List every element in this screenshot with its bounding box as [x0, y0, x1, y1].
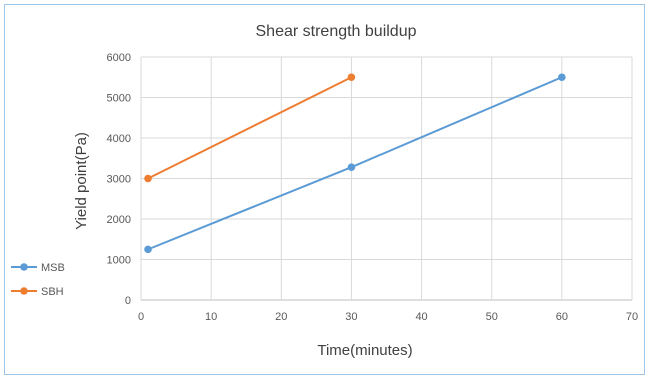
data-point-msb: [144, 245, 152, 254]
line-chart: Shear strength buildup 01000200030004000…: [11, 23, 639, 359]
x-tick-label: 70: [626, 311, 638, 323]
x-axis-title: Time(minutes): [317, 342, 412, 359]
series-line-sbh: [147, 76, 352, 180]
x-tick-label: 40: [415, 311, 427, 323]
x-tick-label: 50: [486, 311, 498, 323]
y-tick-label: 3000: [107, 174, 131, 186]
chart-title: Shear strength buildup: [256, 23, 417, 40]
x-tick-label: 30: [345, 311, 357, 323]
x-tick-label: 60: [556, 311, 568, 323]
data-point-sbh: [347, 73, 356, 82]
tick-labels: 0 1000 2000 3000 4000 5000 6000 0 10 20 30 40 50 60 70: [107, 52, 639, 323]
data-point-sbh: [144, 174, 152, 183]
plot-area: [144, 73, 566, 254]
x-tick-label: 0: [138, 311, 144, 323]
x-tick-label: 20: [275, 311, 287, 323]
y-tick-label: 5000: [107, 93, 131, 105]
legend: MSB SBH: [11, 262, 65, 298]
y-tick-label: 1000: [107, 255, 131, 267]
y-axis-title: Yield point(Pa): [73, 132, 90, 230]
data-point-msb: [558, 73, 566, 82]
legend-marker-msb: [20, 263, 28, 271]
legend-label-msb: MSB: [41, 262, 65, 274]
y-tick-label: 2000: [107, 214, 131, 226]
series-line-msb: [147, 76, 563, 251]
x-tick-label: 10: [205, 311, 217, 323]
y-tick-label: 4000: [107, 133, 131, 145]
legend-marker-sbh: [20, 287, 28, 295]
grid-lines: [140, 56, 633, 301]
y-tick-label: 0: [125, 295, 131, 307]
chart-frame: Shear strength buildup 0 1000 2000 3000 4000…: [4, 4, 645, 375]
data-point-msb: [347, 163, 356, 171]
legend-label-sbh: SBH: [41, 286, 64, 298]
y-tick-label: 6000: [107, 52, 131, 64]
